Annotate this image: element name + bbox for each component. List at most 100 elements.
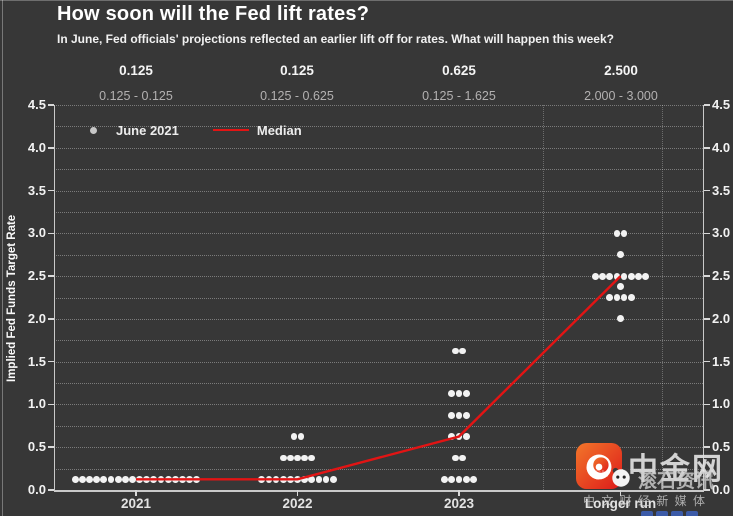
gridline [54,147,703,149]
x-tick-label: 2023 [443,496,475,511]
top-edge-line [0,0,733,1]
dot-plot-point [469,475,477,483]
gridline [54,404,703,406]
gridline [54,447,703,449]
dot-plot-point [114,475,122,483]
dot-plot-point [86,475,93,483]
y-tick-left [48,275,54,277]
dot-plot-point [462,475,470,483]
y-tick-left [48,147,54,149]
y-tick-left [48,189,54,192]
y-tick-right [704,318,710,320]
y-tick-label: 2.5 [27,268,46,284]
y-tick-label: 1.0 [712,396,731,412]
dot-plot-point [452,454,459,462]
summary-col-2021: 0.125 0.125 - 0.125 [41,63,231,103]
dot-plot-point [93,475,101,483]
summary-col-2022: 0.125 0.125 - 0.625 [202,63,392,103]
legend: June 2021 Median [90,121,302,139]
dot-plot-point [290,433,298,440]
gridline [54,190,703,192]
y-tick-left [48,403,54,406]
dot-plot-point [613,229,621,237]
y-tick-left [48,104,54,106]
summary-col-2023: 0.625 0.125 - 1.625 [364,63,554,103]
y-axis-line-left [54,105,55,491]
dot-plot-point [297,433,305,440]
dot-plot-point [193,475,201,483]
gridline [54,361,703,363]
y-tick-right [704,189,710,192]
dot-plot-point [121,475,129,483]
median-value: 2.500 [604,63,638,78]
gridline [54,383,703,385]
x-tick [458,490,460,496]
dot-plot-point [294,454,301,462]
dot-plot-point [455,433,463,440]
dot-plot-point [642,272,649,280]
y-tick-label: 4.0 [27,139,46,155]
x-tick [135,490,137,496]
dot-plot-point [617,251,624,259]
gridline [54,425,703,427]
y-tick-label: 2.5 [712,268,731,284]
x-tick-label: 2022 [282,496,313,511]
gridline [54,105,703,106]
dot-plot-point [186,475,194,483]
y-tick-left [48,318,54,320]
x-tick [296,490,299,496]
y-tick-label: 3.0 [712,225,731,241]
dot-plot-point [462,433,470,440]
dot-plot-point [617,283,624,291]
gridline [54,468,703,470]
y-tick-right [704,403,710,406]
legend-median-label: Median [256,122,302,138]
x-tick [619,490,622,496]
dot-plot-point [462,390,470,398]
dot-plot-point [452,347,459,355]
dot-plot-point [171,475,179,483]
range-value: 0.125 - 0.125 [99,89,173,103]
dot-plot-point [329,475,337,483]
summary-col-longer-run: 2.500 2.000 - 3.000 [526,63,716,103]
median-value: 0.125 [280,63,314,78]
dot-plot-point [634,272,642,280]
dot-plot-point [265,475,273,483]
dot-plot-point [459,347,466,355]
y-tick-right [704,232,710,235]
y-tick-right [704,489,710,491]
y-tick-label: 1.0 [27,396,46,412]
dot-plot-point [315,475,323,483]
y-tick-label: 3.0 [27,225,46,241]
gridline [54,211,703,213]
dot-plot-point [627,272,635,280]
legend-line-icon [212,128,249,132]
range-value: 0.125 - 1.625 [422,89,496,103]
y-tick-right [704,275,710,277]
gridline [54,340,703,342]
dot-plot-point [308,475,316,483]
y-tick-label: 4.5 [27,97,46,112]
dot-plot-point [322,475,330,483]
dot-plot-point [448,433,456,440]
gridline [54,126,703,128]
y-tick-left [48,360,54,363]
dot-plot-point [455,475,463,483]
page-title: How soon will the Fed lift rates? [57,3,370,25]
y-tick-left [48,489,54,491]
y-tick-label: 0.5 [712,439,731,455]
y-tick-label: 4.0 [712,139,731,155]
dot-plot-point [455,390,463,398]
range-value: 0.125 - 0.625 [260,89,334,103]
gridline [54,318,703,320]
dot-plot-point [462,411,470,419]
y-tick-right [704,446,710,448]
dot-plot-point [613,272,621,280]
dot-plot-point [592,272,599,280]
dot-plot-point [441,475,449,483]
x-tick-label: Longer run [584,496,657,511]
dot-plot-point [279,454,287,462]
dot-plot-point [620,229,628,237]
gridline [54,233,703,235]
